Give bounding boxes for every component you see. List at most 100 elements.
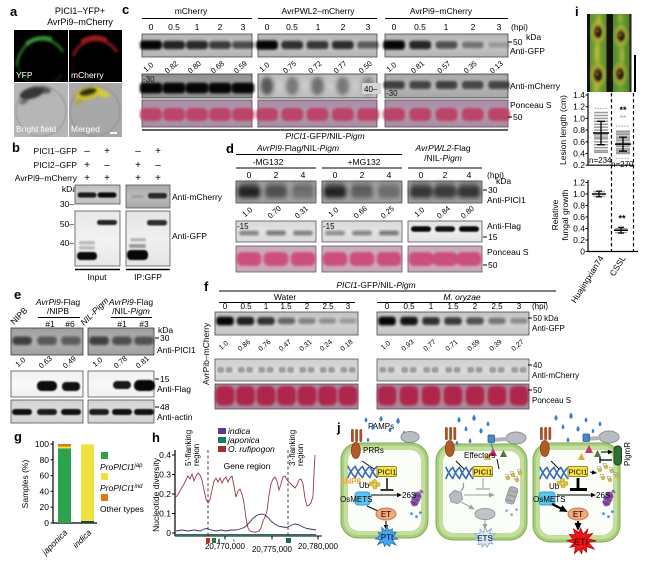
svg-text:Anti-PICI1: Anti-PICI1 [487, 195, 526, 205]
svg-text:3: 3 [497, 22, 502, 32]
svg-text:0.2: 0.2 [573, 235, 585, 245]
svg-text:0: 0 [247, 170, 252, 180]
svg-text:-15: -15 [323, 222, 335, 231]
svg-text:0.2: 0.2 [159, 489, 171, 499]
svg-text:AvrPi9–mCherry: AvrPi9–mCherry [410, 6, 473, 16]
svg-text:(hpi): (hpi) [532, 302, 548, 311]
svg-text:ETS: ETS [477, 534, 493, 543]
svg-text:20,770,000: 20,770,000 [205, 542, 246, 551]
svg-text:kDa: kDa [158, 325, 173, 335]
svg-text:2: 2 [471, 22, 476, 32]
svg-text:1.4: 1.4 [573, 90, 585, 100]
svg-text:1.5: 1.5 [447, 302, 459, 311]
svg-text:1.5: 1.5 [280, 302, 292, 311]
svg-text:ProPICI1ind: ProPICI1ind [100, 483, 143, 493]
svg-text:AvrPi9-Flag: AvrPi9-Flag [35, 297, 81, 307]
svg-text:PICI1: PICI1 [474, 468, 493, 477]
svg-text:1.0: 1.0 [218, 340, 230, 352]
svg-text:30: 30 [160, 333, 170, 343]
svg-text:Anti-GFP: Anti-GFP [532, 324, 565, 333]
svg-text:+: + [135, 173, 141, 184]
svg-text:0.5: 0.5 [286, 22, 298, 32]
svg-text:0: 0 [385, 302, 390, 311]
svg-text:/NIPB: /NIPB [47, 306, 70, 316]
svg-text:0: 0 [149, 22, 154, 32]
svg-text:Ub: Ub [359, 481, 370, 490]
svg-text:0: 0 [392, 22, 397, 32]
svg-text:+: + [84, 173, 90, 184]
svg-text:15: 15 [488, 232, 498, 242]
svg-text:40–: 40– [364, 85, 378, 94]
svg-text:48: 48 [160, 402, 170, 412]
svg-text:mCherry: mCherry [71, 70, 104, 80]
svg-text:30: 30 [488, 185, 498, 195]
svg-text:2: 2 [473, 302, 478, 311]
svg-text:Anti-PICI1: Anti-PICI1 [157, 345, 196, 355]
svg-text:Anti-GFP: Anti-GFP [510, 46, 545, 56]
svg-text:Effectors: Effectors [464, 451, 495, 460]
svg-text:4: 4 [467, 170, 472, 180]
svg-text:PICI1: PICI1 [378, 468, 397, 477]
svg-text:a: a [10, 4, 18, 19]
svg-text:1: 1 [444, 22, 449, 32]
svg-text:Ub: Ub [549, 482, 560, 491]
svg-text:0: 0 [44, 518, 49, 528]
svg-text:Input: Input [88, 272, 108, 282]
svg-text:0: 0 [419, 170, 424, 180]
svg-text:AvrPib–mCherry: AvrPib–mCherry [201, 322, 211, 385]
svg-text:+: + [155, 146, 161, 157]
svg-text:j: j [336, 420, 341, 435]
svg-text:ET: ET [381, 510, 391, 519]
svg-text:50–: 50– [60, 219, 74, 229]
svg-text:0: 0 [223, 302, 228, 311]
svg-text:kDa: kDa [526, 32, 541, 42]
svg-text:AvrPWL2–mCherry: AvrPWL2–mCherry [281, 6, 355, 16]
svg-text:Gene region: Gene region [224, 461, 271, 471]
svg-text:Other types: Other types [100, 504, 144, 514]
svg-text:mCherry: mCherry [175, 6, 208, 16]
svg-text:0.6: 0.6 [573, 212, 585, 222]
svg-text:50 kDa: 50 kDa [533, 314, 559, 323]
svg-text:+: + [104, 173, 110, 184]
svg-text:2: 2 [218, 22, 223, 32]
svg-text:0.8: 0.8 [573, 125, 585, 135]
svg-text:Ponceau S: Ponceau S [487, 247, 529, 257]
svg-text:+: + [104, 146, 110, 157]
svg-text:PICI1-GFP/NIL-Pigm: PICI1-GFP/NIL-Pigm [336, 280, 415, 290]
svg-text:0.3: 0.3 [159, 470, 171, 480]
svg-text:ET: ET [573, 510, 583, 519]
svg-text:Merged: Merged [71, 124, 100, 134]
svg-text:0.6: 0.6 [573, 137, 585, 147]
svg-text:0.5: 0.5 [240, 302, 252, 311]
svg-text:20,780,000: 20,780,000 [298, 542, 339, 551]
svg-text:Bright field: Bright field [16, 124, 56, 134]
svg-text:0.4: 0.4 [573, 224, 585, 234]
svg-text:PigmR: PigmR [623, 442, 632, 466]
svg-text:AvrPi9-Flag: AvrPi9-Flag [108, 297, 154, 307]
svg-text:(hpi): (hpi) [511, 22, 528, 32]
svg-text:**: ** [619, 105, 627, 115]
svg-text:Nucleotide diversity: Nucleotide diversity [151, 457, 161, 531]
svg-text:region: region [192, 444, 201, 466]
svg-text:#1: #1 [45, 319, 55, 329]
svg-text:region: region [296, 444, 305, 466]
svg-text:n=270: n=270 [611, 160, 634, 169]
svg-text:0: 0 [333, 170, 338, 180]
svg-text:0.5: 0.5 [414, 22, 426, 32]
svg-text:0.4: 0.4 [159, 450, 171, 460]
svg-text:50: 50 [488, 260, 498, 270]
svg-text:#6: #6 [65, 319, 75, 329]
svg-text:-30: -30 [386, 89, 398, 98]
svg-text:Relative: Relative [550, 199, 560, 230]
svg-text:2.5: 2.5 [491, 302, 503, 311]
svg-text:c: c [122, 2, 129, 17]
svg-text:0.5: 0.5 [168, 22, 180, 32]
svg-text:Anti-actin: Anti-actin [157, 412, 193, 422]
svg-text:2: 2 [305, 302, 310, 311]
svg-text:1.0: 1.0 [573, 189, 585, 199]
svg-text:1: 1 [195, 22, 200, 32]
svg-text:1.0: 1.0 [380, 340, 392, 352]
svg-text:1.0: 1.0 [573, 113, 585, 123]
svg-text:50: 50 [513, 112, 523, 122]
svg-text:2: 2 [443, 170, 448, 180]
